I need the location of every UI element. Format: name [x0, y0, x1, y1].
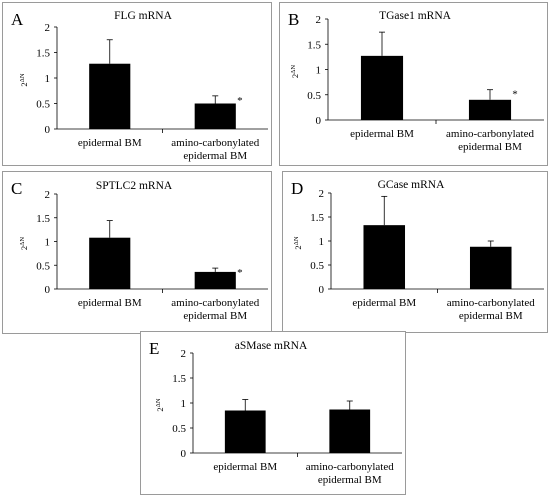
panel-letter: B — [288, 10, 299, 29]
bar — [194, 271, 236, 289]
bar — [363, 225, 406, 289]
chart-title: aSMase mRNA — [235, 340, 308, 352]
chart-panel-c: C SPTLC2 mRNA 2ΔN 0 0.5 1 1.5 2 epidermal BM * ami… — [2, 171, 272, 334]
y-axis-label-exponent: ΔN — [155, 398, 162, 407]
x-category-label: amino-carbonylated — [306, 461, 394, 473]
y-tick-label: 2 — [45, 22, 51, 34]
x-category-label: epidermal BM — [213, 461, 277, 473]
x-category-label: amino-carbonylated — [446, 128, 534, 140]
chart-panel-a: A FLG mRNA 2ΔN 0 0.5 1 1.5 2 epidermal BM * amino-… — [2, 2, 272, 166]
y-tick-label: 0.5 — [310, 260, 324, 272]
chart-title: FLG mRNA — [114, 10, 173, 22]
y-tick-label: 0.5 — [36, 260, 50, 272]
x-category-label: epidermal BM — [78, 297, 142, 309]
x-category-label: epidermal BM — [183, 150, 247, 162]
bar — [89, 63, 131, 129]
y-tick-label: 0.5 — [172, 423, 186, 435]
chart-title: SPTLC2 mRNA — [96, 180, 173, 192]
chart-title: TGase1 mRNA — [379, 10, 452, 22]
x-category-label: amino-carbonylated — [447, 297, 535, 309]
bar — [329, 409, 371, 453]
bar — [360, 55, 404, 120]
x-category-label: epidermal BM — [183, 310, 247, 322]
y-axis-label-exponent: ΔN — [19, 73, 26, 82]
x-category-label: epidermal BM — [459, 310, 523, 322]
y-axis-label-exponent: ΔN — [19, 237, 26, 246]
x-category-label: epidermal BM — [318, 474, 382, 486]
y-tick-label: 2 — [316, 14, 322, 26]
y-axis-label-exponent: ΔN — [293, 236, 300, 245]
significance-marker: * — [512, 89, 518, 101]
bar — [469, 246, 512, 289]
y-tick-label: 1.5 — [310, 212, 324, 224]
y-tick-label: 1.5 — [36, 213, 50, 225]
bar — [194, 103, 236, 129]
y-axis-label-base: 2 — [155, 407, 165, 411]
y-axis-label: 2ΔN — [155, 398, 165, 411]
significance-marker: * — [237, 95, 243, 107]
y-tick-label: 1 — [181, 398, 187, 410]
y-tick-label: 0 — [45, 284, 51, 296]
panel-letter: A — [11, 10, 24, 29]
y-axis-label-base: 2 — [290, 74, 300, 78]
chart-panel-b: B TGase1 mRNA 2ΔN 0 0.5 1 1.5 2 epidermal BM * ami… — [279, 2, 548, 166]
y-tick-label: 0 — [319, 284, 325, 296]
y-tick-label: 1.5 — [36, 48, 50, 60]
x-category-label: amino-carbonylated — [171, 137, 259, 149]
y-tick-label: 1 — [45, 73, 51, 85]
y-tick-label: 2 — [181, 348, 187, 360]
y-tick-label: 1 — [319, 236, 325, 248]
chart-title: GCase mRNA — [378, 179, 445, 191]
y-tick-label: 1.5 — [172, 373, 186, 385]
y-tick-label: 1.5 — [307, 39, 321, 51]
y-tick-label: 0.5 — [36, 99, 50, 111]
y-tick-label: 0 — [45, 124, 51, 136]
x-category-label: epidermal BM — [458, 141, 522, 153]
x-category-label: epidermal BM — [352, 297, 416, 309]
y-axis-label-base: 2 — [19, 82, 29, 86]
x-category-label: epidermal BM — [350, 128, 414, 140]
y-tick-label: 0 — [316, 115, 322, 127]
y-tick-label: 1 — [45, 237, 51, 249]
x-category-label: epidermal BM — [78, 137, 142, 149]
y-axis-label-base: 2 — [293, 245, 303, 249]
y-axis-label: 2ΔN — [293, 236, 303, 249]
y-axis-label-base: 2 — [19, 246, 29, 250]
y-tick-label: 0.5 — [307, 90, 321, 102]
y-tick-label: 0 — [181, 448, 187, 460]
y-axis-label: 2ΔN — [19, 73, 29, 86]
panel-letter: E — [149, 339, 159, 358]
y-axis-label-exponent: ΔN — [290, 65, 297, 74]
y-axis-label: 2ΔN — [19, 237, 29, 250]
y-axis-label: 2ΔN — [290, 65, 300, 78]
bar — [224, 410, 266, 453]
y-tick-label: 1 — [316, 65, 322, 77]
chart-panel-d: D GCase mRNA 2ΔN 0 0.5 1 1.5 2 epidermal BM amino… — [282, 171, 548, 333]
x-category-label: amino-carbonylated — [171, 297, 259, 309]
y-tick-label: 2 — [319, 188, 325, 200]
panel-letter: D — [291, 179, 303, 198]
bar — [89, 237, 131, 289]
significance-marker: * — [237, 267, 243, 279]
panel-letter: C — [11, 179, 22, 198]
bar — [468, 99, 512, 120]
y-tick-label: 2 — [45, 189, 51, 201]
